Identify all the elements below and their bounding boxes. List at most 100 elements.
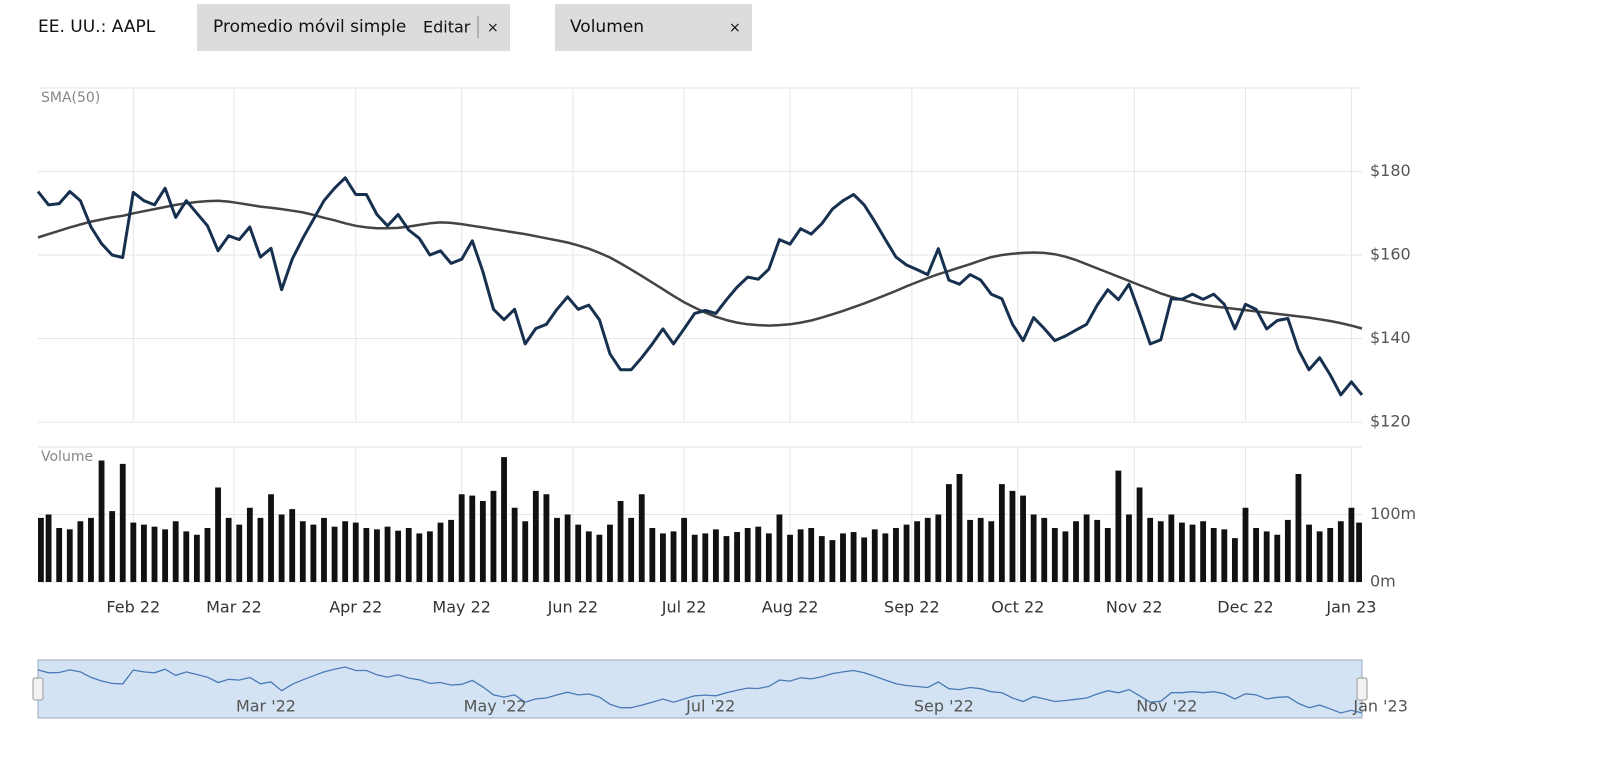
volume-bar [797,529,804,582]
edit-button[interactable]: Editar [423,18,471,37]
volume-bar [585,531,592,582]
volume-bar [818,536,825,582]
volume-bar [363,528,370,582]
volume-bar [1356,522,1362,582]
volume-bar [628,517,635,582]
volume-bar [342,521,349,582]
volume-bar [172,521,179,582]
volume-bar [321,517,327,582]
volume-bar [204,528,211,582]
volume-bar [448,519,455,582]
volume-bar [543,494,550,582]
volume-bar [77,521,84,582]
volume-bar [765,533,772,582]
volume-bar [437,522,444,582]
volume-bar [691,534,698,582]
volume-bar [956,474,963,582]
volume-bar [1306,524,1312,582]
volume-bar [554,517,560,582]
volume-bar [522,521,529,582]
indicator-tag[interactable]: Promedio móvil simple Editar × [197,4,510,51]
volume-bar [744,528,751,582]
volume-bar [1168,514,1175,582]
volume-bar [808,528,815,582]
volume-bar [1062,531,1069,582]
navigator-label: Jan '23 [1352,697,1408,716]
volume-bar [395,530,402,582]
y-tick-label: 0m [1370,572,1396,591]
volume-bar [1041,517,1048,582]
volume-bar [1337,521,1344,582]
volume-tag[interactable]: Volumen × [555,4,752,51]
volume-bar [130,522,137,582]
volume-bar [596,534,603,582]
volume-bar [257,517,264,582]
volume-bar [1295,474,1302,582]
volume-bar [426,531,433,582]
volume-bar [1083,514,1090,582]
volume-bar [246,507,253,582]
volume-bar [914,521,921,582]
volume-bar [511,507,518,582]
volume-bar [829,540,836,582]
symbol: EE. UU.: AAPL [38,17,156,37]
navigator-handle[interactable] [1356,677,1368,701]
volume-bar [564,514,571,582]
volume-bar [225,517,232,582]
volume-bar [1263,531,1270,582]
volume-bar [141,524,147,582]
volume-bar [840,533,846,582]
volume-bar [776,514,783,582]
volume-bar [1094,519,1101,582]
volume-bar [384,526,391,582]
navigator-label: Jul '22 [685,697,735,716]
volume-bar [871,529,878,582]
x-tick-label: Jul 22 [661,598,707,617]
tag-label: Promedio móvil simple [213,17,406,37]
panel-title: Volume [41,449,93,465]
tag-box [555,4,752,51]
close-button[interactable]: × [487,20,499,36]
close-button[interactable]: × [729,20,741,36]
x-tick-label: Oct 22 [991,598,1044,617]
volume-bar [712,529,719,582]
volume-bar [1327,528,1334,582]
volume-bar [490,490,497,582]
navigator-label: Mar '22 [236,697,296,716]
volume-bar [1348,507,1355,582]
volume-bar [215,487,221,582]
volume-bar [1274,534,1281,582]
volume-bar [1147,517,1154,582]
volume-bar [45,514,52,582]
volume-bar [1231,538,1238,582]
volume-bar [193,534,200,582]
volume-bar [723,536,730,582]
navigator-label: May '22 [464,697,527,716]
volume-bar [977,517,984,582]
volume-bar [299,521,306,582]
volume-bar [162,529,169,582]
volume-bar [1316,531,1323,582]
volume-bar [903,524,910,582]
x-tick-label: Mar 22 [206,598,262,617]
volume-bar [967,519,974,582]
volume-bar [681,517,688,582]
volume-bar [352,522,359,582]
volume-bar [268,494,274,582]
volume-bar [405,528,412,582]
volume-bar [88,517,94,582]
x-tick-label: Feb 22 [106,598,160,617]
x-tick-label: Aug 22 [762,598,819,617]
volume-bar [1157,521,1164,582]
price-line [36,176,1364,397]
navigator-handle[interactable] [32,677,44,701]
volume-bar [416,533,423,582]
volume-bar [945,484,952,582]
x-tick-label: Dec 22 [1217,598,1273,617]
volume-bar [1030,514,1037,582]
y-tick-label: $120 [1370,412,1411,431]
volume-bar [458,494,465,582]
x-tick-label: Apr 22 [329,598,382,617]
x-tick-label: May 22 [432,598,491,617]
